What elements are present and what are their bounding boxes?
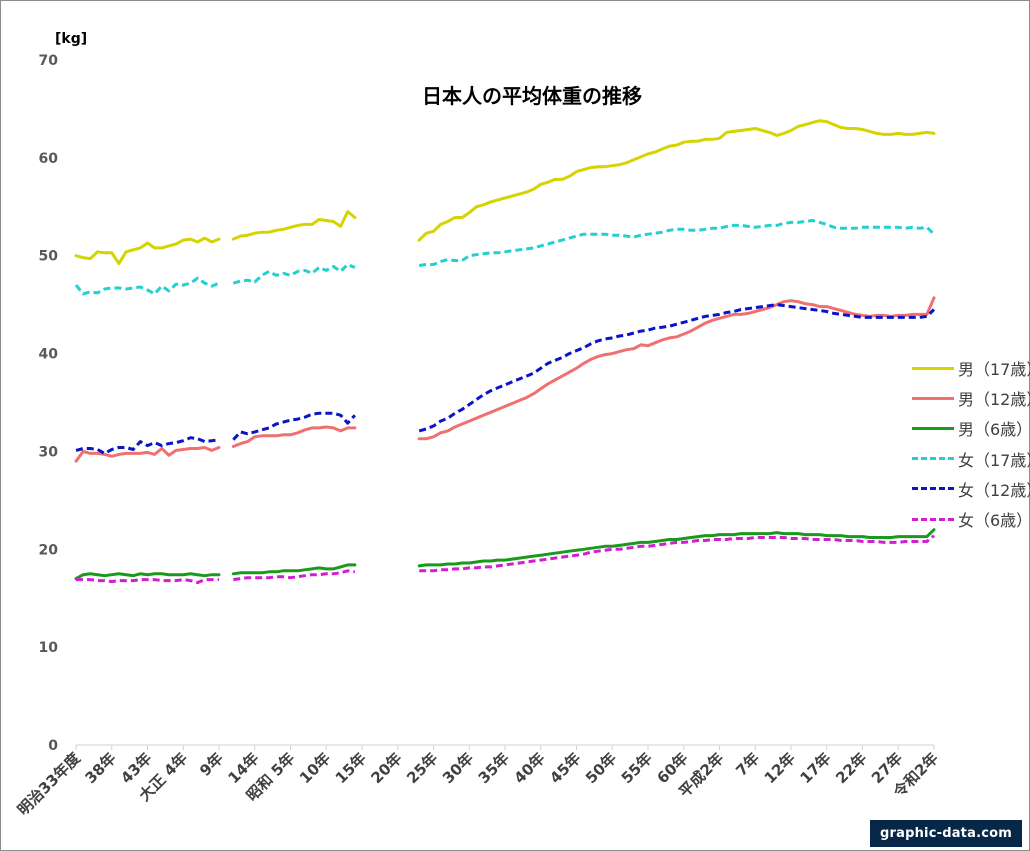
x-tick-label: 明治33年度 — [14, 748, 85, 819]
series-3 — [74, 219, 936, 296]
series-line — [419, 534, 935, 573]
x-tick-label: 9年 — [196, 749, 227, 780]
series-line — [74, 236, 221, 265]
legend-item: 女（17歳） — [912, 447, 1030, 471]
x-tick-label: 40年 — [510, 749, 548, 787]
y-tick-label: 40 — [39, 347, 59, 363]
legend-label: 女（12歳） — [958, 480, 1030, 500]
y-tick-label: 10 — [39, 640, 59, 656]
series-line — [232, 263, 356, 285]
x-tick-label: 38年 — [81, 749, 119, 787]
x-tick-label: 7年 — [732, 749, 763, 780]
legend-label: 男（6歳） — [958, 420, 1030, 440]
y-tick-label: 60 — [39, 151, 59, 167]
y-tick-label: 0 — [48, 738, 58, 754]
x-tick-label: 55年 — [618, 749, 656, 787]
x-tick-label: 20年 — [367, 749, 405, 787]
legend-label: 女（6歳） — [958, 511, 1030, 530]
series-line — [76, 578, 219, 585]
series-5 — [76, 534, 935, 585]
y-tick-label: 70 — [39, 53, 59, 69]
x-tick-label: 10年 — [296, 749, 334, 787]
legend-item: 男（6歳） — [912, 416, 1030, 440]
legend-swatch — [912, 396, 954, 400]
series-line — [417, 528, 936, 568]
series-0 — [74, 119, 936, 265]
y-tick-label: 20 — [39, 542, 59, 558]
series-line — [74, 446, 221, 463]
series-line — [232, 411, 357, 441]
x-tick-label: 22年 — [832, 749, 870, 787]
y-tick-label: 30 — [39, 444, 59, 460]
series-4 — [75, 303, 936, 455]
legend-label: 女（17歳） — [958, 450, 1030, 470]
x-tick-label: 25年 — [403, 749, 441, 787]
legend-swatch — [912, 426, 954, 430]
x-tick-label: 12年 — [761, 749, 799, 787]
chart-title: 日本人の平均体重の推移 — [422, 84, 642, 108]
series-layer — [74, 119, 936, 585]
x-tick-label: 15年 — [332, 749, 370, 787]
series-line — [231, 210, 357, 241]
series-line — [417, 296, 936, 441]
series-line — [74, 276, 220, 296]
x-tick-label: 50年 — [582, 749, 620, 787]
series-line — [75, 436, 220, 455]
legend-item: 女（12歳） — [912, 477, 1030, 501]
series-2 — [74, 528, 936, 581]
series-line — [231, 425, 357, 448]
watermark-badge: graphic-data.com — [870, 820, 1022, 847]
legend-swatch — [912, 366, 954, 370]
legend-swatch — [912, 517, 954, 521]
x-tick-label: 45年 — [546, 749, 584, 787]
legend-swatch — [912, 487, 954, 491]
series-line — [231, 563, 357, 576]
y-axis: 0 10 20 30 40 50 60 70 — [39, 53, 59, 754]
legend-label: 男（12歳） — [958, 390, 1030, 410]
y-axis-unit: [kg] — [55, 31, 87, 47]
x-tick-label: 17年 — [796, 749, 834, 787]
x-tick-label: 35年 — [475, 749, 513, 787]
y-tick-label: 50 — [39, 249, 59, 265]
legend-item: 男（12歳） — [912, 386, 1030, 410]
series-line — [418, 303, 936, 433]
series-line — [418, 219, 936, 267]
legend-item: 男（17歳） — [912, 356, 1030, 380]
legend-label: 男（17歳） — [958, 360, 1030, 379]
series-line — [417, 119, 936, 242]
legend-item: 女（6歳） — [912, 507, 1030, 531]
legend-swatch — [912, 457, 954, 461]
x-tick-label: 30年 — [439, 749, 477, 787]
series-line — [233, 569, 356, 582]
series-1 — [74, 296, 936, 463]
series-line — [74, 572, 221, 581]
